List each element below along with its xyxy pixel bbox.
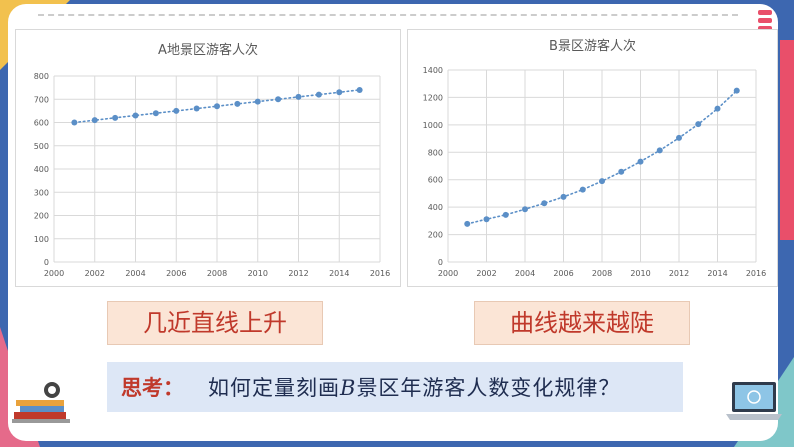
tab-decoration <box>758 10 772 38</box>
y-tick-label: 600 <box>428 176 443 185</box>
y-tick-label: 200 <box>34 212 49 221</box>
y-tick-label: 1400 <box>423 66 443 75</box>
x-tick-label: 2000 <box>44 269 64 278</box>
x-tick-label: 2012 <box>669 269 689 278</box>
y-tick-label: 100 <box>34 235 49 244</box>
data-point <box>295 93 302 100</box>
data-point <box>483 216 490 223</box>
laptop-icon <box>726 382 782 420</box>
y-tick-label: 600 <box>34 119 49 128</box>
x-tick-label: 2014 <box>707 269 727 278</box>
data-point <box>315 91 322 98</box>
y-tick-label: 0 <box>438 258 443 267</box>
x-tick-label: 2010 <box>248 269 268 278</box>
books-icon <box>12 382 70 423</box>
y-tick-label: 700 <box>34 95 49 104</box>
y-tick-label: 400 <box>34 165 49 174</box>
y-tick-label: 500 <box>34 142 49 151</box>
data-point <box>173 107 180 114</box>
question-pre: 如何定量刻画 <box>208 376 340 400</box>
label-a: 几近直线上升 <box>107 301 323 345</box>
x-tick-label: 2004 <box>125 269 145 278</box>
x-tick-label: 2008 <box>207 269 227 278</box>
y-tick-label: 0 <box>44 258 49 267</box>
x-tick-label: 2006 <box>553 269 573 278</box>
data-point <box>560 193 567 200</box>
x-tick-label: 2016 <box>370 269 390 278</box>
data-point <box>356 86 363 93</box>
x-tick-label: 2010 <box>630 269 650 278</box>
y-tick-label: 1200 <box>423 93 443 102</box>
data-point <box>71 119 78 126</box>
data-point <box>214 103 220 110</box>
data-point <box>91 117 98 124</box>
data-point <box>254 98 261 105</box>
data-point <box>541 200 548 207</box>
data-point <box>193 105 200 112</box>
data-point <box>656 147 663 154</box>
x-tick-label: 2004 <box>515 269 535 278</box>
y-tick-label: 400 <box>428 203 443 212</box>
think-bar: 思考： 如何定量刻画B景区年游客人数变化规律？ <box>107 362 683 412</box>
y-tick-label: 300 <box>34 188 49 197</box>
x-tick-label: 2008 <box>592 269 612 278</box>
data-point <box>618 168 625 175</box>
question-var: B <box>340 376 357 400</box>
chart-title: B景区游客人次 <box>549 38 636 54</box>
data-point <box>676 134 682 141</box>
chart-a: A地景区游客人次 0 100 200 300 400 500 600 700 800 2000 200… <box>34 42 390 278</box>
chart-panel-b: B景区游客人次 0 200 400 600 800 1000 1200 1400 2000 2002… <box>407 29 778 287</box>
data-point <box>599 178 605 185</box>
data-point <box>132 112 139 119</box>
y-tick-label: 800 <box>428 148 443 157</box>
x-tick-label: 2002 <box>85 269 105 278</box>
data-point <box>112 114 119 121</box>
data-point <box>502 211 509 218</box>
x-tick-label: 2016 <box>746 269 766 278</box>
data-point <box>733 87 740 94</box>
chart-title: A地景区游客人次 <box>158 42 258 58</box>
side-stripe <box>780 40 794 240</box>
data-point <box>579 186 586 193</box>
x-tick-label: 2012 <box>288 269 308 278</box>
x-tick-label: 2014 <box>329 269 349 278</box>
x-tick-label: 2000 <box>438 269 458 278</box>
think-question: 如何定量刻画B景区年游客人数变化规律？ <box>208 372 620 402</box>
data-point <box>234 100 241 107</box>
x-tick-label: 2002 <box>476 269 496 278</box>
data-point <box>522 206 528 213</box>
x-tick-label: 2006 <box>166 269 186 278</box>
data-point <box>275 96 282 103</box>
data-point <box>637 158 644 165</box>
chart-panel-a: A地景区游客人次 0 100 200 300 400 500 600 700 800 2000 200… <box>15 29 401 287</box>
data-point <box>464 220 471 227</box>
data-point <box>695 121 702 128</box>
data-point <box>152 110 159 117</box>
question-post: 景区年游客人数变化规律？ <box>356 376 621 400</box>
y-tick-label: 800 <box>34 72 49 81</box>
y-tick-label: 1000 <box>423 121 443 130</box>
chart-b: B景区游客人次 0 200 400 600 800 1000 1200 1400 2000 2002… <box>423 38 767 278</box>
label-b: 曲线越来越陡 <box>474 301 690 345</box>
data-point <box>714 105 721 112</box>
y-tick-label: 200 <box>428 231 443 240</box>
dashed-divider <box>38 14 738 16</box>
think-keyword: 思考： <box>121 375 184 400</box>
data-point <box>336 89 343 96</box>
